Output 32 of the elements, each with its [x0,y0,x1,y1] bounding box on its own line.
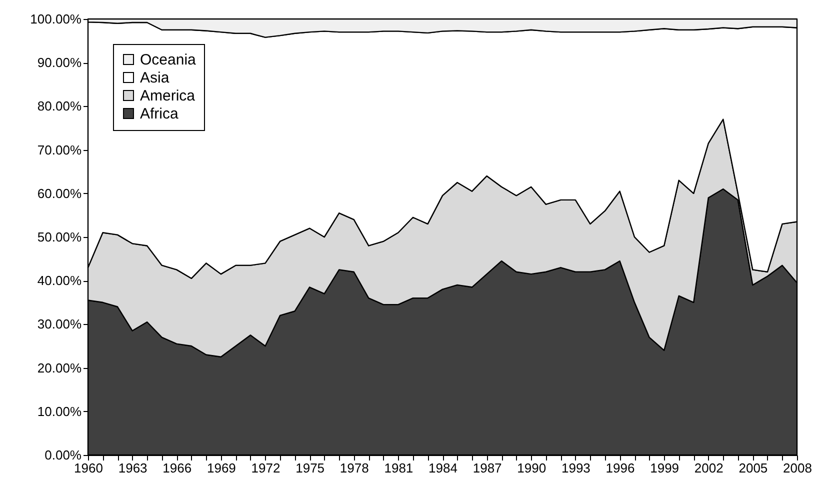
x-tick-label: 1978 [340,460,369,476]
x-tick-label: 1963 [118,460,148,476]
y-tick-label: 100.00% [30,12,82,26]
x-tick-label: 1990 [517,460,546,476]
legend-label: America [140,88,196,104]
legend-label: Africa [140,106,179,122]
x-tick-label: 1969 [206,460,236,476]
x-tick-label: 1987 [472,460,502,476]
x-tick-label: 2002 [694,460,724,476]
x-tick-label: 1966 [162,460,192,476]
y-tick-label: 40.00% [37,273,82,288]
x-tick-label: 1981 [384,460,414,476]
y-tick-label: 30.00% [37,316,82,332]
y-tick-label: 80.00% [37,98,82,114]
x-tick-label: 1984 [428,460,458,476]
y-tick-label: 20.00% [37,360,82,376]
x-tick-label: 1993 [561,460,590,476]
x-tick-label: 1960 [74,460,103,476]
x-tick-label: 2005 [738,460,768,476]
x-tick-label: 1972 [251,460,280,476]
x-tick-label: 1996 [606,460,635,476]
x-tick-label: 1975 [296,460,325,476]
x-tick-label: 1999 [650,460,680,476]
x-tick-label: 2008 [783,460,812,476]
y-tick-label: 90.00% [37,55,82,70]
legend-label: Asia [140,70,170,86]
legend-label: Oceania [140,52,197,68]
y-tick-label: 70.00% [37,142,82,158]
y-tick-label: 10.00% [37,404,82,419]
y-tick-label: 0.00% [44,448,82,462]
y-tick-label: 50.00% [37,230,82,244]
y-tick-label: 60.00% [37,186,82,201]
